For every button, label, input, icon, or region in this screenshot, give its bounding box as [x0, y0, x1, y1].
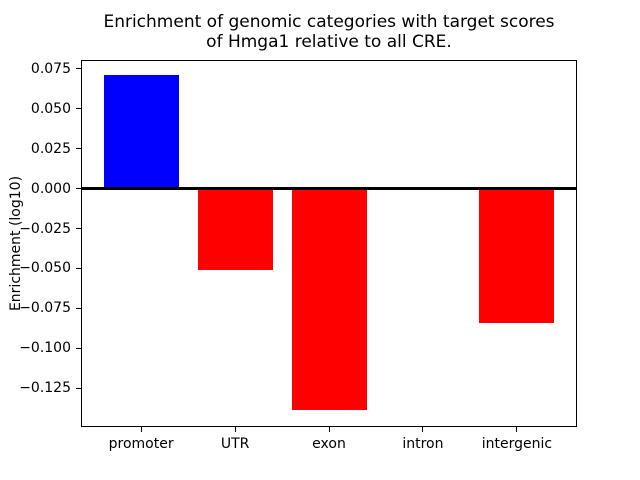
y-tick-label: −0.050 — [19, 260, 71, 277]
y-tick-mark — [76, 307, 81, 309]
x-tick-mark — [140, 427, 142, 432]
x-tick-mark — [516, 427, 518, 432]
x-tick-mark — [328, 427, 330, 432]
bar-UTR — [197, 188, 273, 270]
x-tick-label-promoter: promoter — [108, 436, 174, 452]
x-tick-mark — [234, 427, 236, 432]
x-tick-label-intergenic: intergenic — [481, 436, 553, 452]
chart-title: Enrichment of genomic categories with ta… — [103, 12, 555, 52]
zero-line — [81, 187, 577, 191]
bar-intergenic — [479, 188, 555, 323]
x-tick-mark — [422, 427, 424, 432]
y-tick-label: −0.025 — [19, 220, 71, 237]
y-tick-mark — [76, 148, 81, 150]
y-tick-label: −0.125 — [19, 380, 71, 397]
y-tick-label: 0.000 — [30, 180, 71, 197]
y-tick-mark — [76, 228, 81, 229]
y-tick-mark — [76, 267, 81, 269]
x-tick-label-exon: exon — [312, 436, 346, 452]
y-tick-mark — [76, 387, 81, 389]
y-tick-mark — [76, 188, 81, 190]
y-tick-label: −0.100 — [19, 340, 71, 357]
y-tick-mark — [76, 68, 81, 70]
y-tick-mark — [76, 347, 81, 349]
x-tick-label-UTR: UTR — [220, 436, 250, 452]
y-tick-label: 0.050 — [30, 100, 71, 117]
y-tick-mark — [76, 108, 81, 110]
y-tick-label: 0.025 — [30, 140, 71, 157]
bar-promoter — [103, 75, 179, 189]
bar-exon — [291, 188, 367, 411]
y-tick-label: 0.075 — [30, 60, 71, 77]
x-tick-label-intron: intron — [402, 436, 444, 452]
y-tick-label: −0.075 — [19, 300, 71, 317]
